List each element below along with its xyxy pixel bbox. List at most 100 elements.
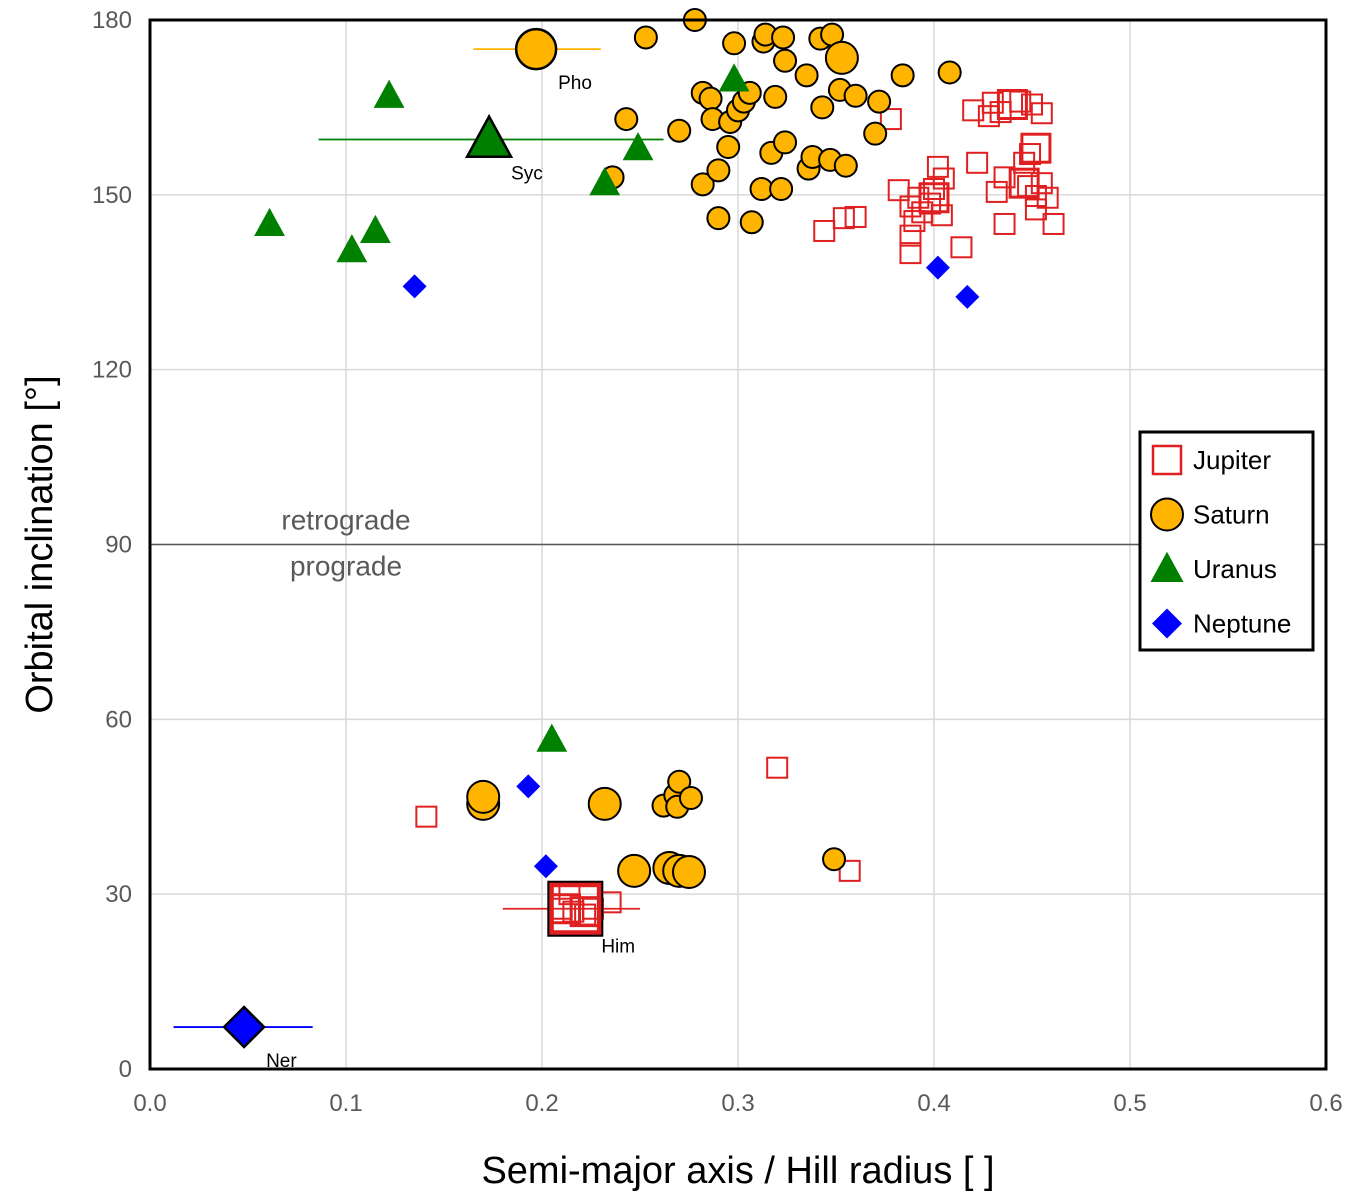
saturn-point bbox=[706, 158, 731, 183]
saturn-point bbox=[843, 83, 868, 108]
jupiter-large-point bbox=[996, 89, 1028, 121]
saturn-point bbox=[794, 63, 819, 88]
saturn-point bbox=[822, 847, 847, 872]
jupiter-point bbox=[415, 805, 438, 828]
y-axis-title: Orbital inclination [°] bbox=[19, 375, 61, 713]
saturn-point bbox=[773, 130, 798, 155]
retrograde-label: retrograde bbox=[281, 505, 410, 536]
y-tick-label: 180 bbox=[92, 7, 132, 34]
saturn-highlight-marker bbox=[514, 27, 558, 71]
saturn-point bbox=[833, 153, 858, 178]
y-tick-label: 60 bbox=[105, 706, 132, 733]
uranus-point bbox=[373, 79, 405, 108]
legend-swatch-uranus bbox=[1150, 551, 1184, 582]
saturn-point bbox=[810, 95, 835, 120]
neptune-highlight-marker bbox=[222, 1005, 266, 1049]
uranus-moon-label: Syc bbox=[511, 163, 543, 184]
legend-swatch-jupiter bbox=[1151, 444, 1183, 476]
jupiter-large-point bbox=[1020, 132, 1052, 164]
jupiter-point bbox=[1042, 212, 1065, 235]
neptune-point bbox=[533, 854, 558, 879]
neptune-moon-label: Ner bbox=[266, 1051, 297, 1072]
x-tick-label: 0.4 bbox=[917, 1090, 950, 1117]
uranus-point bbox=[360, 214, 391, 244]
jupiter-point bbox=[838, 859, 861, 882]
uranus-point bbox=[336, 234, 368, 263]
y-tick-label: 150 bbox=[92, 182, 132, 209]
jupiter-point bbox=[1030, 102, 1053, 125]
jupiter-point bbox=[1030, 172, 1053, 195]
x-tick-label: 0.0 bbox=[133, 1090, 166, 1117]
neptune-point bbox=[516, 774, 541, 799]
saturn-point bbox=[722, 31, 747, 56]
jupiter-moon-label: Him bbox=[601, 937, 635, 958]
jupiter-point bbox=[813, 219, 836, 242]
jupiter-point bbox=[993, 166, 1016, 189]
x-tick-label: 0.5 bbox=[1113, 1090, 1146, 1117]
jupiter-point bbox=[879, 108, 902, 131]
x-tick-label: 0.1 bbox=[329, 1090, 362, 1117]
saturn-point bbox=[678, 786, 703, 811]
jupiter-point bbox=[923, 178, 945, 201]
uranus-point bbox=[254, 207, 285, 237]
saturn-point bbox=[706, 206, 731, 231]
saturn-point bbox=[690, 172, 715, 197]
uranus-point bbox=[536, 723, 568, 752]
uranus-point bbox=[718, 63, 750, 92]
saturn-moon-label: Pho bbox=[558, 73, 592, 94]
jupiter-point bbox=[899, 242, 922, 265]
saturn-large-point bbox=[617, 853, 652, 888]
saturn-point bbox=[937, 60, 962, 85]
jupiter-point bbox=[899, 224, 922, 247]
y-tick-label: 30 bbox=[105, 881, 132, 908]
y-tick-label: 120 bbox=[92, 357, 132, 384]
saturn-point bbox=[867, 89, 892, 114]
jupiter-point bbox=[844, 205, 867, 228]
legend-label: Uranus bbox=[1193, 554, 1277, 584]
saturn-large-point bbox=[672, 855, 706, 890]
jupiter-point bbox=[907, 186, 930, 209]
plot-area-frame bbox=[148, 18, 1328, 1071]
legend-item-saturn: Saturn bbox=[1150, 497, 1270, 532]
uranus-point bbox=[589, 167, 621, 196]
legend-item-jupiter: Jupiter bbox=[1151, 444, 1271, 476]
large-point-layer bbox=[466, 40, 1052, 928]
x-tick-label: 0.2 bbox=[525, 1090, 558, 1117]
jupiter-highlight-outline bbox=[547, 880, 604, 937]
highlighted-moon-layer bbox=[222, 27, 604, 1049]
jupiter-point bbox=[832, 207, 855, 230]
jupiter-point bbox=[1024, 198, 1047, 221]
legend-label: Jupiter bbox=[1193, 445, 1271, 475]
uranus-highlight-marker bbox=[464, 113, 514, 158]
jupiter-point bbox=[950, 236, 973, 259]
saturn-point bbox=[698, 86, 723, 111]
saturn-large-point bbox=[587, 786, 622, 821]
saturn-point bbox=[769, 177, 794, 202]
point-layer bbox=[254, 8, 1065, 926]
jupiter-point bbox=[966, 151, 989, 174]
jupiter-point bbox=[903, 210, 926, 233]
legend-item-neptune: Neptune bbox=[1152, 608, 1291, 639]
saturn-point bbox=[763, 84, 788, 109]
neptune-point bbox=[925, 255, 950, 280]
saturn-point bbox=[739, 210, 764, 235]
divider-layer: retrograde prograde bbox=[150, 505, 1326, 582]
legend-swatch-saturn bbox=[1150, 497, 1184, 532]
saturn-large-point bbox=[466, 779, 501, 814]
jupiter-large-point bbox=[918, 182, 950, 214]
prograde-label: prograde bbox=[290, 551, 402, 582]
errorbar-layer bbox=[173, 48, 664, 1028]
saturn-point bbox=[771, 25, 796, 50]
y-tick-label: 0 bbox=[119, 1056, 132, 1083]
jupiter-point bbox=[985, 180, 1008, 203]
jupiter-point bbox=[766, 756, 789, 779]
jupiter-point bbox=[930, 204, 953, 227]
tick-label-layer: 0.0 0.1 0.2 0.3 0.4 0.5 0.6 0 30 60 90 120 150 180 bbox=[92, 7, 1343, 1117]
jupiter-point bbox=[1019, 143, 1042, 166]
jupiter-point bbox=[993, 212, 1016, 235]
x-axis-title: Semi-major axis / Hill radius [ ] bbox=[481, 1150, 994, 1192]
neptune-point bbox=[402, 274, 427, 299]
jupiter-point bbox=[926, 155, 949, 178]
annotation-layer: Him Pho Syc Ner bbox=[266, 73, 635, 1072]
